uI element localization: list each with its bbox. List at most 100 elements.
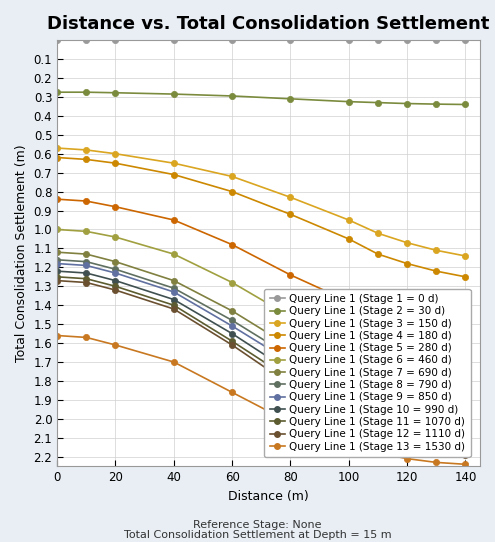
Query Line 1 (Stage 8 = 790 d) [171, 285, 177, 292]
Query Line 1 (Stage 5 = 280 d) [54, 196, 60, 202]
Query Line 1 (Stage 1 = 0 d) [462, 37, 468, 43]
Query Line 1 (Stage 7 = 690 d) [171, 278, 177, 284]
Query Line 1 (Stage 8 = 790 d) [462, 423, 468, 430]
Query Line 1 (Stage 9 = 850 d) [404, 416, 410, 422]
Query Line 1 (Stage 9 = 850 d) [288, 359, 294, 365]
Line: Query Line 1 (Stage 7 = 690 d): Query Line 1 (Stage 7 = 690 d) [54, 249, 469, 418]
Query Line 1 (Stage 11 = 1070 d) [112, 283, 118, 289]
Query Line 1 (Stage 7 = 690 d) [433, 406, 439, 412]
Query Line 1 (Stage 5 = 280 d) [83, 198, 89, 204]
Query Line 1 (Stage 11 = 1070 d) [229, 338, 235, 345]
Query Line 1 (Stage 12 = 1110 d) [54, 278, 60, 284]
Query Line 1 (Stage 8 = 790 d) [375, 398, 381, 405]
Query Line 1 (Stage 11 = 1070 d) [404, 435, 410, 441]
Query Line 1 (Stage 3 = 150 d) [171, 160, 177, 166]
Query Line 1 (Stage 9 = 850 d) [462, 429, 468, 435]
Line: Query Line 1 (Stage 11 = 1070 d): Query Line 1 (Stage 11 = 1070 d) [54, 274, 469, 452]
Query Line 1 (Stage 11 = 1070 d) [54, 274, 60, 280]
Line: Query Line 1 (Stage 2 = 30 d): Query Line 1 (Stage 2 = 30 d) [54, 89, 469, 108]
Query Line 1 (Stage 13 = 1530 d) [229, 389, 235, 396]
Query Line 1 (Stage 12 = 1110 d) [433, 446, 439, 453]
Query Line 1 (Stage 5 = 280 d) [404, 323, 410, 330]
Query Line 1 (Stage 6 = 460 d) [433, 376, 439, 382]
Query Line 1 (Stage 13 = 1530 d) [433, 459, 439, 466]
Query Line 1 (Stage 9 = 850 d) [375, 404, 381, 411]
Query Line 1 (Stage 12 = 1110 d) [83, 279, 89, 286]
Text: Reference Stage: None: Reference Stage: None [193, 520, 322, 530]
Query Line 1 (Stage 1 = 0 d) [171, 37, 177, 43]
Query Line 1 (Stage 2 = 30 d) [112, 89, 118, 96]
Query Line 1 (Stage 1 = 0 d) [83, 37, 89, 43]
Query Line 1 (Stage 13 = 1530 d) [404, 455, 410, 462]
Query Line 1 (Stage 10 = 990 d) [433, 433, 439, 439]
X-axis label: Distance (m): Distance (m) [228, 489, 309, 502]
Query Line 1 (Stage 1 = 0 d) [346, 37, 352, 43]
Query Line 1 (Stage 4 = 180 d) [112, 160, 118, 166]
Query Line 1 (Stage 4 = 180 d) [433, 268, 439, 274]
Query Line 1 (Stage 10 = 990 d) [83, 270, 89, 276]
Query Line 1 (Stage 2 = 30 d) [404, 100, 410, 107]
Query Line 1 (Stage 8 = 790 d) [112, 266, 118, 273]
Line: Query Line 1 (Stage 12 = 1110 d): Query Line 1 (Stage 12 = 1110 d) [54, 278, 469, 458]
Query Line 1 (Stage 10 = 990 d) [404, 425, 410, 431]
Query Line 1 (Stage 7 = 690 d) [346, 372, 352, 378]
Query Line 1 (Stage 9 = 850 d) [171, 289, 177, 295]
Line: Query Line 1 (Stage 6 = 460 d): Query Line 1 (Stage 6 = 460 d) [54, 227, 469, 388]
Query Line 1 (Stage 11 = 1070 d) [375, 423, 381, 430]
Query Line 1 (Stage 1 = 0 d) [288, 37, 294, 43]
Query Line 1 (Stage 9 = 850 d) [54, 260, 60, 267]
Query Line 1 (Stage 1 = 0 d) [54, 37, 60, 43]
Query Line 1 (Stage 13 = 1530 d) [112, 342, 118, 349]
Query Line 1 (Stage 5 = 280 d) [462, 336, 468, 343]
Query Line 1 (Stage 11 = 1070 d) [171, 302, 177, 308]
Query Line 1 (Stage 7 = 690 d) [462, 412, 468, 418]
Query Line 1 (Stage 4 = 180 d) [375, 251, 381, 257]
Query Line 1 (Stage 8 = 790 d) [83, 259, 89, 265]
Query Line 1 (Stage 6 = 460 d) [375, 357, 381, 363]
Line: Query Line 1 (Stage 9 = 850 d): Query Line 1 (Stage 9 = 850 d) [54, 261, 469, 435]
Query Line 1 (Stage 9 = 850 d) [83, 262, 89, 269]
Query Line 1 (Stage 3 = 150 d) [462, 253, 468, 259]
Query Line 1 (Stage 13 = 1530 d) [375, 450, 381, 456]
Query Line 1 (Stage 6 = 460 d) [83, 228, 89, 235]
Query Line 1 (Stage 3 = 150 d) [83, 147, 89, 153]
Query Line 1 (Stage 4 = 180 d) [404, 260, 410, 267]
Query Line 1 (Stage 4 = 180 d) [171, 171, 177, 178]
Query Line 1 (Stage 12 = 1110 d) [375, 429, 381, 435]
Query Line 1 (Stage 10 = 990 d) [171, 296, 177, 303]
Query Line 1 (Stage 9 = 850 d) [346, 389, 352, 396]
Query Line 1 (Stage 2 = 30 d) [288, 95, 294, 102]
Line: Query Line 1 (Stage 10 = 990 d): Query Line 1 (Stage 10 = 990 d) [54, 268, 469, 444]
Query Line 1 (Stage 2 = 30 d) [462, 101, 468, 108]
Query Line 1 (Stage 2 = 30 d) [83, 89, 89, 95]
Query Line 1 (Stage 10 = 990 d) [288, 368, 294, 375]
Query Line 1 (Stage 1 = 0 d) [433, 37, 439, 43]
Line: Query Line 1 (Stage 1 = 0 d): Query Line 1 (Stage 1 = 0 d) [54, 37, 469, 43]
Query Line 1 (Stage 5 = 280 d) [375, 313, 381, 320]
Query Line 1 (Stage 12 = 1110 d) [171, 306, 177, 312]
Query Line 1 (Stage 13 = 1530 d) [83, 334, 89, 341]
Query Line 1 (Stage 2 = 30 d) [54, 89, 60, 95]
Query Line 1 (Stage 6 = 460 d) [346, 342, 352, 349]
Query Line 1 (Stage 3 = 150 d) [404, 240, 410, 246]
Y-axis label: Total Consolidation Settlement (m): Total Consolidation Settlement (m) [15, 144, 28, 362]
Query Line 1 (Stage 10 = 990 d) [375, 414, 381, 420]
Query Line 1 (Stage 12 = 1110 d) [346, 412, 352, 418]
Query Line 1 (Stage 5 = 280 d) [112, 203, 118, 210]
Query Line 1 (Stage 6 = 460 d) [462, 382, 468, 388]
Query Line 1 (Stage 3 = 150 d) [288, 194, 294, 201]
Query Line 1 (Stage 13 = 1530 d) [54, 332, 60, 339]
Query Line 1 (Stage 11 = 1070 d) [83, 275, 89, 282]
Query Line 1 (Stage 13 = 1530 d) [462, 461, 468, 468]
Title: Distance vs. Total Consolidation Settlement: Distance vs. Total Consolidation Settlem… [48, 15, 490, 33]
Line: Query Line 1 (Stage 13 = 1530 d): Query Line 1 (Stage 13 = 1530 d) [54, 332, 469, 467]
Query Line 1 (Stage 4 = 180 d) [462, 274, 468, 280]
Query Line 1 (Stage 8 = 790 d) [346, 383, 352, 390]
Query Line 1 (Stage 2 = 30 d) [229, 93, 235, 99]
Query Line 1 (Stage 3 = 150 d) [433, 247, 439, 254]
Query Line 1 (Stage 9 = 850 d) [229, 323, 235, 330]
Query Line 1 (Stage 6 = 460 d) [404, 368, 410, 375]
Query Line 1 (Stage 11 = 1070 d) [288, 376, 294, 382]
Query Line 1 (Stage 7 = 690 d) [404, 398, 410, 405]
Query Line 1 (Stage 10 = 990 d) [229, 331, 235, 337]
